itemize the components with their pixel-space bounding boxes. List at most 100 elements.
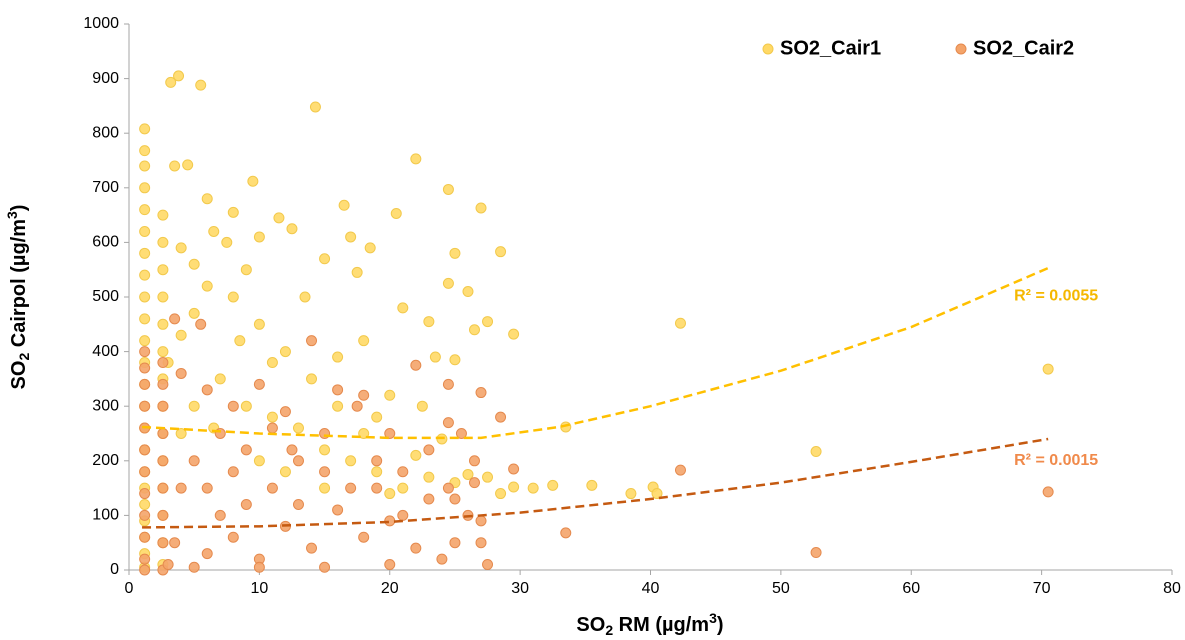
point [332, 400, 344, 412]
legend-label: SO2_Cair2 [973, 37, 1074, 59]
point [139, 564, 151, 576]
point [221, 236, 233, 248]
x-axis-label: SO2 RM (µg/m3) [576, 610, 723, 638]
point [157, 209, 169, 221]
point [810, 446, 822, 458]
point [169, 537, 181, 549]
point [157, 236, 169, 248]
point [442, 378, 454, 390]
point [299, 291, 311, 303]
point [468, 455, 480, 467]
point [462, 286, 474, 298]
y-label-part: 2 [16, 353, 32, 361]
point [319, 466, 331, 478]
point [449, 354, 461, 366]
y-tick-label: 500 [92, 288, 119, 305]
point [139, 225, 151, 237]
point [345, 482, 357, 494]
x-tick-label: 70 [1033, 580, 1051, 597]
point [423, 316, 435, 328]
y-tick-label: 800 [92, 124, 119, 141]
point [410, 359, 422, 371]
x-tick-label: 0 [125, 580, 134, 597]
point [157, 400, 169, 412]
point [201, 280, 213, 292]
point [495, 246, 507, 258]
point [475, 537, 487, 549]
point [416, 400, 428, 412]
point [188, 455, 200, 467]
point [279, 346, 291, 358]
point [309, 101, 321, 113]
y-label-part: 3 [4, 211, 20, 219]
point [674, 464, 686, 476]
point [436, 553, 448, 565]
point [139, 123, 151, 135]
point [384, 488, 396, 500]
point [139, 531, 151, 543]
point [449, 537, 461, 549]
point [175, 428, 187, 439]
point [482, 471, 494, 483]
point [188, 307, 200, 319]
point [182, 159, 194, 171]
point [175, 242, 187, 254]
point [157, 357, 169, 369]
point [139, 466, 151, 478]
point [157, 428, 169, 439]
point [384, 428, 396, 439]
point [157, 537, 169, 549]
point [292, 455, 304, 467]
point [201, 482, 213, 494]
point [508, 463, 520, 475]
point [157, 482, 169, 494]
y-tick-label: 600 [92, 234, 119, 251]
x-tick-label: 60 [902, 580, 920, 597]
point [253, 318, 265, 330]
y-tick-label: 900 [92, 70, 119, 87]
point [482, 559, 494, 571]
point [410, 542, 422, 554]
point [423, 493, 435, 505]
point [586, 479, 598, 491]
point [358, 335, 370, 347]
point [227, 206, 239, 218]
point [390, 207, 402, 219]
point [188, 561, 200, 573]
point [429, 351, 441, 363]
point [319, 253, 331, 265]
point [279, 466, 291, 478]
point [547, 479, 559, 491]
point [651, 488, 663, 500]
point [468, 324, 480, 336]
point [397, 302, 409, 314]
point [266, 357, 278, 369]
point [371, 482, 383, 494]
point [1042, 363, 1054, 375]
point [423, 471, 435, 483]
point [139, 313, 151, 325]
point [169, 160, 181, 172]
point [508, 481, 520, 493]
point [139, 204, 151, 216]
point [332, 504, 344, 516]
point [527, 482, 539, 494]
point [442, 482, 454, 494]
point [195, 318, 207, 330]
point [139, 378, 151, 390]
y-tick-label: 700 [92, 179, 119, 196]
point [162, 559, 174, 571]
point [371, 411, 383, 423]
point [253, 378, 265, 390]
y-tick-label: 100 [92, 507, 119, 524]
x-tick-label: 10 [250, 580, 268, 597]
point [253, 561, 265, 573]
point [397, 482, 409, 494]
point [286, 444, 298, 456]
point [410, 153, 422, 165]
point [173, 70, 185, 82]
point [279, 406, 291, 418]
y-label-part: ) [8, 205, 30, 212]
point [455, 428, 467, 439]
point [475, 387, 487, 399]
